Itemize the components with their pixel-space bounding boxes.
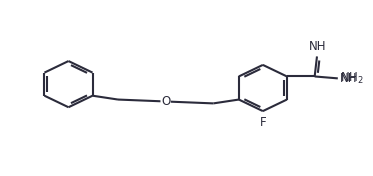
Text: O: O (161, 95, 170, 108)
Text: NH$_2$: NH$_2$ (340, 71, 364, 86)
Text: F: F (260, 116, 266, 129)
Text: NH: NH (340, 72, 358, 85)
Text: NH: NH (309, 40, 327, 53)
